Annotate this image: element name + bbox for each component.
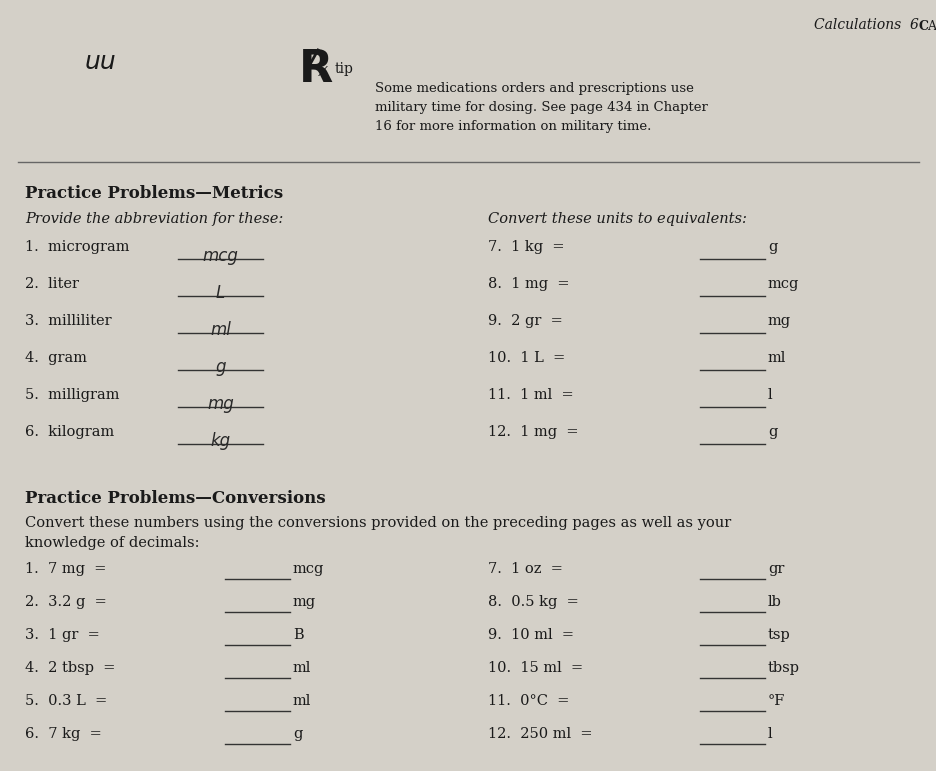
Text: 8.  0.5 kg  =: 8. 0.5 kg = bbox=[488, 595, 578, 609]
Text: 8.  1 mg  =: 8. 1 mg = bbox=[488, 277, 569, 291]
Text: 11.  0°C  =: 11. 0°C = bbox=[488, 694, 569, 708]
Text: 7.  1 kg  =: 7. 1 kg = bbox=[488, 240, 563, 254]
Text: 4.  2 tbsp  =: 4. 2 tbsp = bbox=[25, 661, 115, 675]
Text: Practice Problems—Conversions: Practice Problems—Conversions bbox=[25, 490, 326, 507]
Text: 12.  250 ml  =: 12. 250 ml = bbox=[488, 727, 592, 741]
Text: ml: ml bbox=[293, 661, 311, 675]
Text: $\mathbf{R}$: $\mathbf{R}$ bbox=[298, 48, 333, 91]
Text: L: L bbox=[215, 284, 225, 302]
Text: tbsp: tbsp bbox=[768, 661, 799, 675]
Text: ml: ml bbox=[210, 321, 230, 339]
Text: Convert these numbers using the conversions provided on the preceding pages as w: Convert these numbers using the conversi… bbox=[25, 516, 730, 550]
Text: 2.  3.2 g  =: 2. 3.2 g = bbox=[25, 595, 107, 609]
Text: g: g bbox=[215, 358, 226, 376]
Text: 7.  1 oz  =: 7. 1 oz = bbox=[488, 562, 563, 576]
Text: 6.  kilogram: 6. kilogram bbox=[25, 425, 114, 439]
Text: 9.  2 gr  =: 9. 2 gr = bbox=[488, 314, 563, 328]
Text: 5.  0.3 L  =: 5. 0.3 L = bbox=[25, 694, 107, 708]
Text: 10.  1 L  =: 10. 1 L = bbox=[488, 351, 564, 365]
Text: mg: mg bbox=[207, 395, 234, 413]
Text: 2.  liter: 2. liter bbox=[25, 277, 79, 291]
Text: mcg: mcg bbox=[293, 562, 324, 576]
Text: ALCULATIONS  6: ALCULATIONS 6 bbox=[926, 20, 936, 33]
Text: x: x bbox=[317, 62, 328, 80]
Text: 3.  milliliter: 3. milliliter bbox=[25, 314, 111, 328]
Text: ml: ml bbox=[768, 351, 785, 365]
Text: gr: gr bbox=[768, 562, 783, 576]
Text: l: l bbox=[768, 388, 772, 402]
Text: g: g bbox=[768, 240, 777, 254]
Text: B: B bbox=[293, 628, 303, 642]
Text: mg: mg bbox=[293, 595, 315, 609]
Text: Convert these units to equivalents:: Convert these units to equivalents: bbox=[488, 212, 746, 226]
Text: 1.  microgram: 1. microgram bbox=[25, 240, 129, 254]
Text: 4.  gram: 4. gram bbox=[25, 351, 87, 365]
Text: mcg: mcg bbox=[768, 277, 798, 291]
Text: g: g bbox=[768, 425, 777, 439]
Text: Practice Problems—Metrics: Practice Problems—Metrics bbox=[25, 185, 283, 202]
Text: g: g bbox=[293, 727, 302, 741]
Text: mcg: mcg bbox=[202, 247, 238, 265]
Text: ml: ml bbox=[293, 694, 311, 708]
Text: 9.  10 ml  =: 9. 10 ml = bbox=[488, 628, 574, 642]
Text: Some medications orders and prescriptions use
military time for dosing. See page: Some medications orders and prescription… bbox=[374, 82, 707, 133]
Text: 5.  milligram: 5. milligram bbox=[25, 388, 120, 402]
Text: Calculations  6: Calculations 6 bbox=[813, 18, 918, 32]
Text: 12.  1 mg  =: 12. 1 mg = bbox=[488, 425, 578, 439]
Text: mg: mg bbox=[768, 314, 790, 328]
Text: C: C bbox=[918, 20, 928, 33]
Text: l: l bbox=[768, 727, 772, 741]
Text: 6.  7 kg  =: 6. 7 kg = bbox=[25, 727, 102, 741]
Text: 11.  1 ml  =: 11. 1 ml = bbox=[488, 388, 573, 402]
Text: tsp: tsp bbox=[768, 628, 790, 642]
Text: kg: kg bbox=[211, 432, 230, 450]
Text: 10.  15 ml  =: 10. 15 ml = bbox=[488, 661, 582, 675]
Text: lb: lb bbox=[768, 595, 781, 609]
Text: 1.  7 mg  =: 1. 7 mg = bbox=[25, 562, 107, 576]
Text: °F: °F bbox=[768, 694, 784, 708]
Text: 3.  1 gr  =: 3. 1 gr = bbox=[25, 628, 99, 642]
Text: uu: uu bbox=[84, 50, 116, 74]
Text: Provide the abbreviation for these:: Provide the abbreviation for these: bbox=[25, 212, 283, 226]
Text: tip: tip bbox=[335, 62, 354, 76]
